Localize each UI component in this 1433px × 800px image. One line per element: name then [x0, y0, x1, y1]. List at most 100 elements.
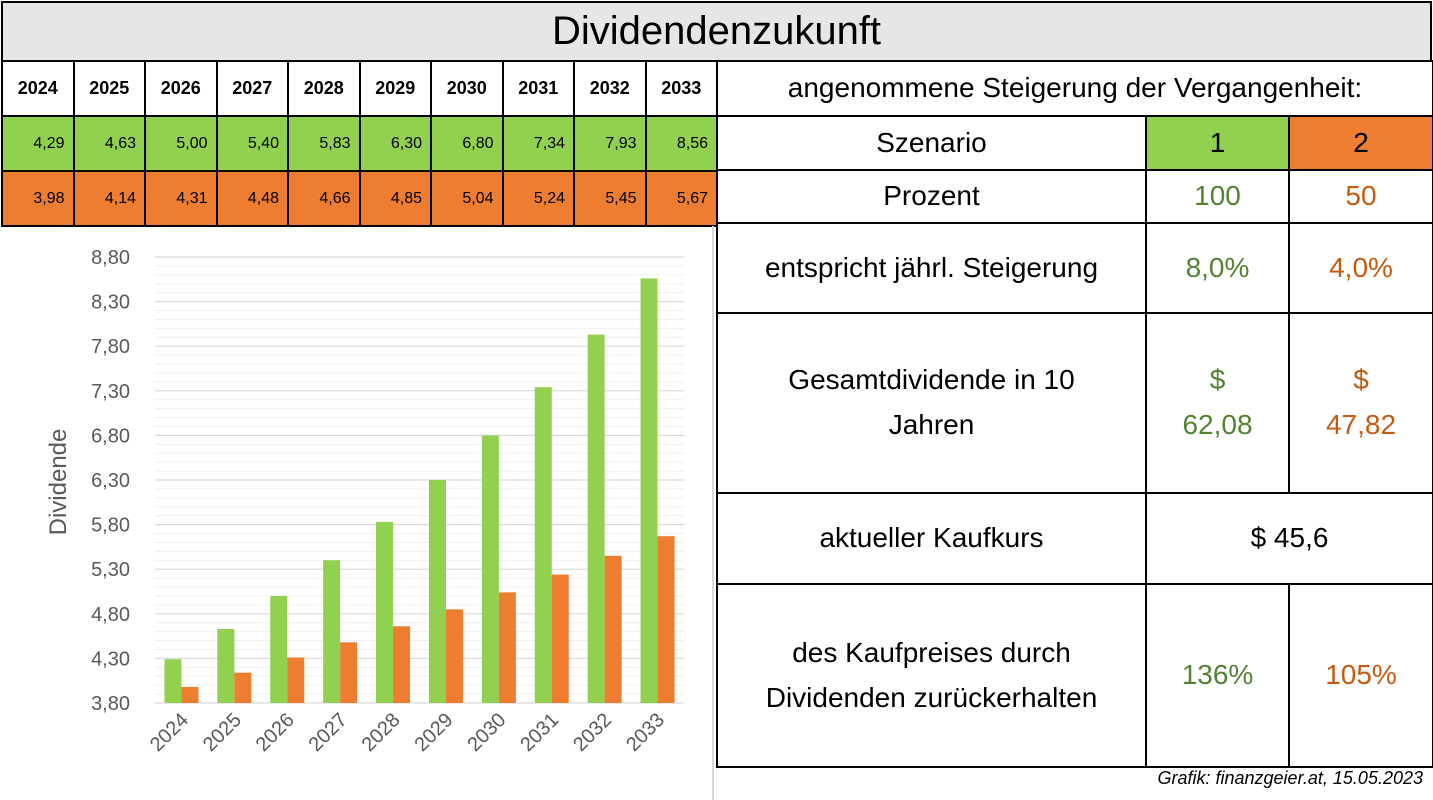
year-cell: 2025 [72, 60, 146, 117]
scenario1-value-cell: 8,56 [644, 115, 718, 172]
gesamtdividende-label-line1: Gesamtdividende in 10 [788, 364, 1075, 396]
x-tick-label: 2027 [305, 709, 352, 756]
bar-scenario1-2024 [164, 659, 182, 703]
gesamtdividende-label: Gesamtdividende in 10 Jahren [716, 312, 1147, 494]
kaufkurs-value: $ 45,6 [1144, 492, 1433, 585]
year-cell: 2031 [501, 60, 575, 117]
scenario2-value-cell: 5,67 [644, 170, 718, 227]
scenario1-value-cell: 4,63 [72, 115, 146, 172]
bar-scenario1-2029 [428, 480, 446, 703]
x-tick-label: 2029 [410, 709, 457, 756]
year-cell: 2026 [144, 60, 218, 117]
x-tick-label: 2025 [199, 709, 246, 756]
scenario1-value-cell: 7,34 [501, 115, 575, 172]
y-tick-label: 4,30 [91, 648, 130, 670]
gesamtdividende-1-currency: $ [1209, 364, 1226, 396]
zurueckerhalten-label-line1: des Kaufpreises durch [792, 636, 1071, 668]
zurueckerhalten-label: des Kaufpreises durch Dividenden zurücke… [716, 583, 1147, 768]
x-tick-label: 2028 [358, 709, 405, 756]
x-tick-label: 2032 [569, 709, 616, 756]
scenario2-value-cell: 5,24 [501, 170, 575, 227]
gesamtdividende-2-currency: $ [1353, 364, 1369, 396]
dividend-year-table: 2024 2025 2026 2027 2028 2029 2030 2031 2032 2033… [1, 60, 718, 227]
x-tick-label: 2031 [516, 709, 563, 756]
year-cell: 2027 [215, 60, 289, 117]
page-title: Dividendenzukunft [1, 1, 1432, 62]
x-tick-label: 2030 [463, 709, 510, 756]
bar-scenario2-2028 [393, 626, 411, 703]
bar-scenario2-2032 [604, 555, 622, 703]
scenario1-value-cell: 5,83 [287, 115, 361, 172]
year-cell: 2033 [644, 60, 718, 117]
bar-scenario2-2026 [287, 657, 305, 703]
scenario-info-table: angenommene Steigerung der Vergangenheit… [715, 60, 1433, 768]
x-tick-label: 2033 [622, 709, 669, 756]
year-cell: 2030 [430, 60, 504, 117]
bar-scenario2-2025 [234, 672, 252, 703]
szenario-label: Szenario [716, 115, 1147, 171]
prozent-2-cell: 50 [1287, 169, 1433, 224]
bar-scenario1-2025 [217, 628, 235, 703]
y-tick-label: 5,30 [91, 559, 130, 581]
scenario2-value-cell: 4,31 [144, 170, 218, 227]
steigerung-1-cell: 8,0% [1145, 222, 1290, 314]
bar-scenario2-2029 [445, 609, 463, 703]
credit-text: Grafik: finanzgeier.at, 15.05.2023 [1157, 768, 1424, 788]
scenario1-value-cell: 5,00 [144, 115, 218, 172]
gesamtdividende-label-line2: Jahren [888, 409, 975, 440]
dividend-bar-chart: 3,80 4,30 4,80 5,30 5,80 6,30 6,80 7,30 7,80 8,30… [45, 247, 684, 756]
y-axis-tick-labels: 3,80 4,30 4,80 5,30 5,80 6,30 6,80 7,30 7,80 8,30… [91, 247, 130, 715]
info-header: angenommene Steigerung der Vergangenheit… [715, 60, 1433, 117]
gesamtdividende-1-value: 62,08 [1182, 409, 1253, 440]
y-tick-label: 4,80 [91, 604, 130, 626]
scenario1-row: 4,29 4,63 5,00 5,40 5,83 6,30 6,80 7,34 7,93 8,56 [1, 115, 718, 172]
gesamtdividende-1-cell: $ 62,08 [1145, 312, 1290, 494]
year-cell: 2024 [1, 60, 75, 117]
bar-scenario1-2027 [323, 560, 341, 703]
steigerung-2-cell: 4,0% [1287, 222, 1433, 314]
bar-scenario2-2031 [551, 574, 569, 703]
bar-scenario1-2030 [481, 435, 499, 703]
zurueckerhalten-2-cell: 105% [1287, 583, 1433, 768]
bar-scenario1-2026 [270, 595, 288, 703]
bar-scenario1-2033 [640, 278, 658, 703]
year-cell: 2028 [287, 60, 361, 117]
zurueckerhalten-label-line2: Dividenden zurückerhalten [765, 681, 1098, 713]
chart-bars [164, 278, 675, 703]
scenario2-value-cell: 4,66 [287, 170, 361, 227]
scenario2-row: 3,98 4,14 4,31 4,48 4,66 4,85 5,04 5,24 5,45 5,67 [1, 170, 718, 227]
bar-scenario1-2032 [587, 334, 605, 703]
szenario-2-cell: 2 [1287, 115, 1433, 171]
scenario1-value-cell: 7,93 [573, 115, 647, 172]
bar-scenario2-2030 [498, 592, 516, 703]
szenario-1-cell: 1 [1145, 115, 1290, 171]
x-axis-tick-labels: 2024 2025 2026 2027 2028 2029 2030 2031 2032 2033 [146, 709, 669, 756]
bar-scenario1-2028 [376, 521, 394, 703]
y-axis-label: Dividende [45, 429, 72, 536]
scenario2-value-cell: 4,48 [215, 170, 289, 227]
year-row: 2024 2025 2026 2027 2028 2029 2030 2031 2032 2033 [1, 60, 718, 117]
x-tick-label: 2024 [146, 709, 193, 756]
year-cell: 2029 [358, 60, 432, 117]
bar-scenario2-2027 [340, 642, 358, 703]
scenario2-value-cell: 4,14 [72, 170, 146, 227]
y-tick-label: 8,80 [91, 247, 130, 269]
x-tick-label: 2026 [252, 709, 299, 756]
y-tick-label: 3,80 [91, 693, 130, 715]
prozent-label: Prozent [716, 169, 1147, 224]
scenario1-value-cell: 4,29 [1, 115, 75, 172]
year-cell: 2032 [573, 60, 647, 117]
y-tick-label: 8,30 [91, 292, 130, 314]
scenario2-value-cell: 3,98 [1, 170, 75, 227]
bar-scenario2-2024 [181, 686, 199, 703]
scenario2-value-cell: 5,04 [430, 170, 504, 227]
bar-scenario2-2033 [657, 536, 675, 703]
scenario1-value-cell: 6,30 [358, 115, 432, 172]
scenario2-value-cell: 4,85 [358, 170, 432, 227]
prozent-1-cell: 100 [1145, 169, 1290, 224]
steigerung-label: entspricht jährl. Steigerung [716, 222, 1147, 314]
scenario1-value-cell: 5,40 [215, 115, 289, 172]
zurueckerhalten-1-cell: 136% [1145, 583, 1290, 768]
y-tick-label: 6,80 [91, 425, 130, 447]
gesamtdividende-2-value: 47,82 [1325, 409, 1397, 440]
